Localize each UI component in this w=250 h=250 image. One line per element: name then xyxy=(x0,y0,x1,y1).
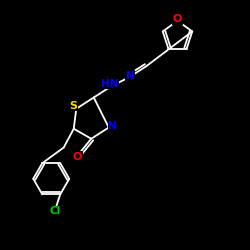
Text: N: N xyxy=(108,121,117,131)
Text: S: S xyxy=(70,101,78,111)
Text: O: O xyxy=(73,152,82,162)
Text: Cl: Cl xyxy=(50,206,61,216)
Text: N: N xyxy=(126,71,134,81)
Text: HN: HN xyxy=(101,79,119,89)
Text: O: O xyxy=(173,14,182,24)
